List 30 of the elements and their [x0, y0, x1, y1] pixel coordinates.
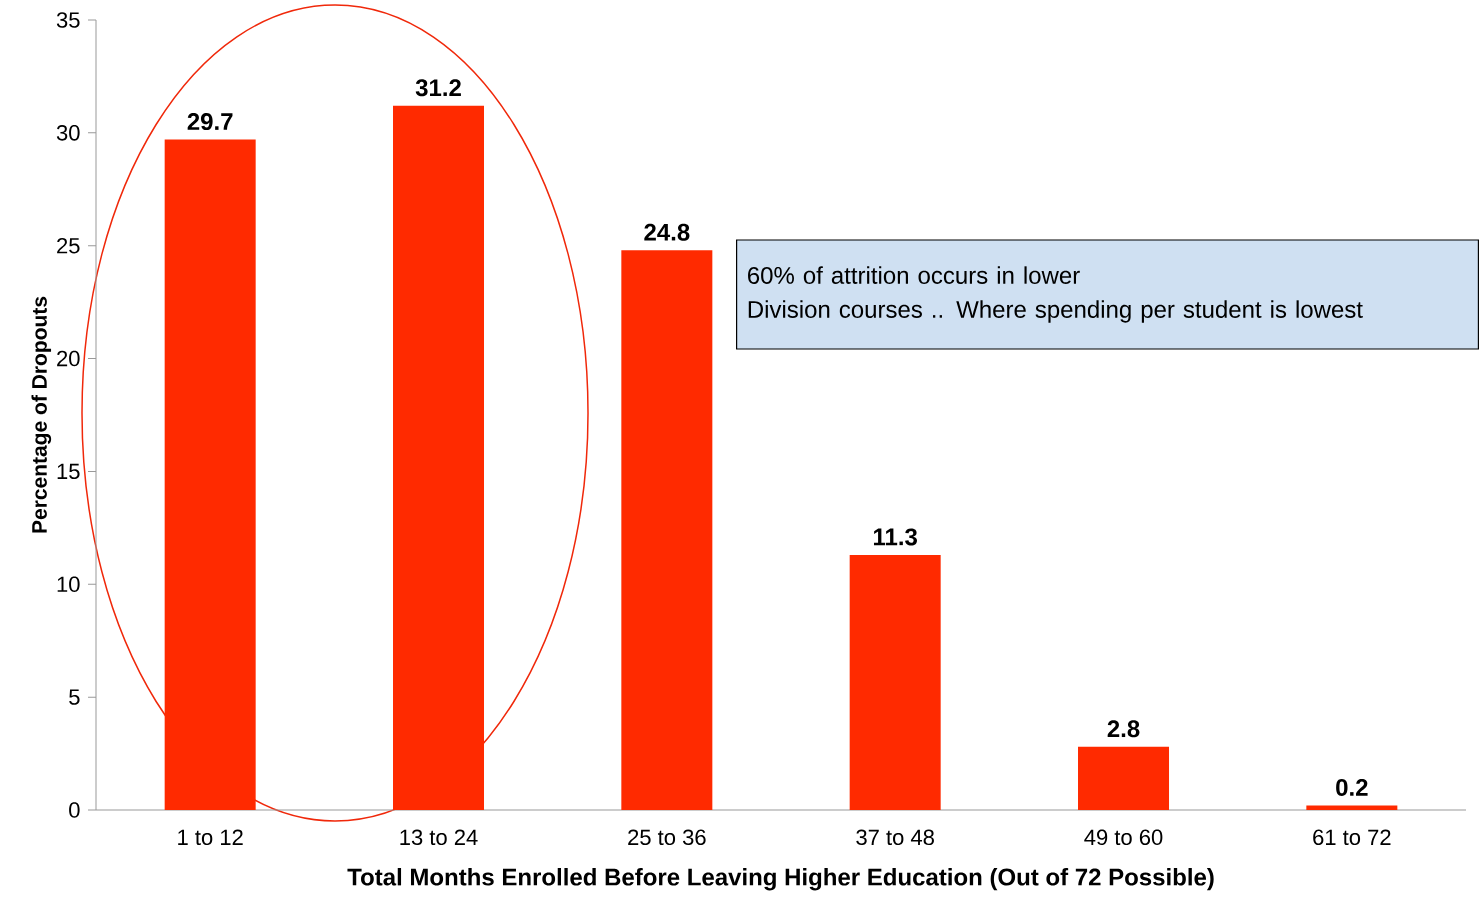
data-label: 29.7 [187, 113, 233, 131]
x-tick-label: 37 to 48 [856, 829, 934, 846]
x-tick-label: 49 to 60 [1084, 829, 1163, 846]
data-label: 0.2 [1336, 778, 1368, 796]
data-label: 2.8 [1107, 720, 1140, 738]
data-label: 11.3 [873, 528, 918, 546]
y-tick-label: 15 [57, 463, 80, 480]
x-tick-label: 13 to 24 [400, 829, 478, 846]
x-tick-label: 61 to 72 [1313, 829, 1391, 846]
data-label: 24.8 [644, 223, 690, 241]
y-tick-label: 5 [69, 689, 80, 705]
y-tick-label: 35 [56, 12, 80, 28]
data-label: 31.2 [415, 79, 461, 97]
annotation: Division courses .. Where spending per student is lowest [748, 300, 1363, 323]
annotation: 60% of attrition occurs in lower [748, 266, 1080, 284]
x-tick-label: 25 to 36 [628, 829, 706, 846]
bar [393, 105, 485, 810]
y-tick-label: 25 [57, 237, 80, 254]
bar [164, 139, 256, 810]
bar [1306, 805, 1398, 810]
x-tick-label: 1 to 12 [178, 829, 243, 846]
x-axis-title: Total Months Enrolled Before Leaving Higher Education (Out of 72 Possible) [347, 867, 1214, 891]
y-tick-label: 10 [57, 576, 80, 593]
bar [1078, 746, 1170, 810]
y-tick-label: 30 [56, 125, 80, 141]
bar [621, 250, 713, 810]
y-axis-title: Percentage of Dropouts [31, 296, 52, 533]
y-tick-label: 20 [57, 350, 80, 367]
y-tick-label: 0 [69, 802, 80, 818]
bar [849, 554, 941, 810]
